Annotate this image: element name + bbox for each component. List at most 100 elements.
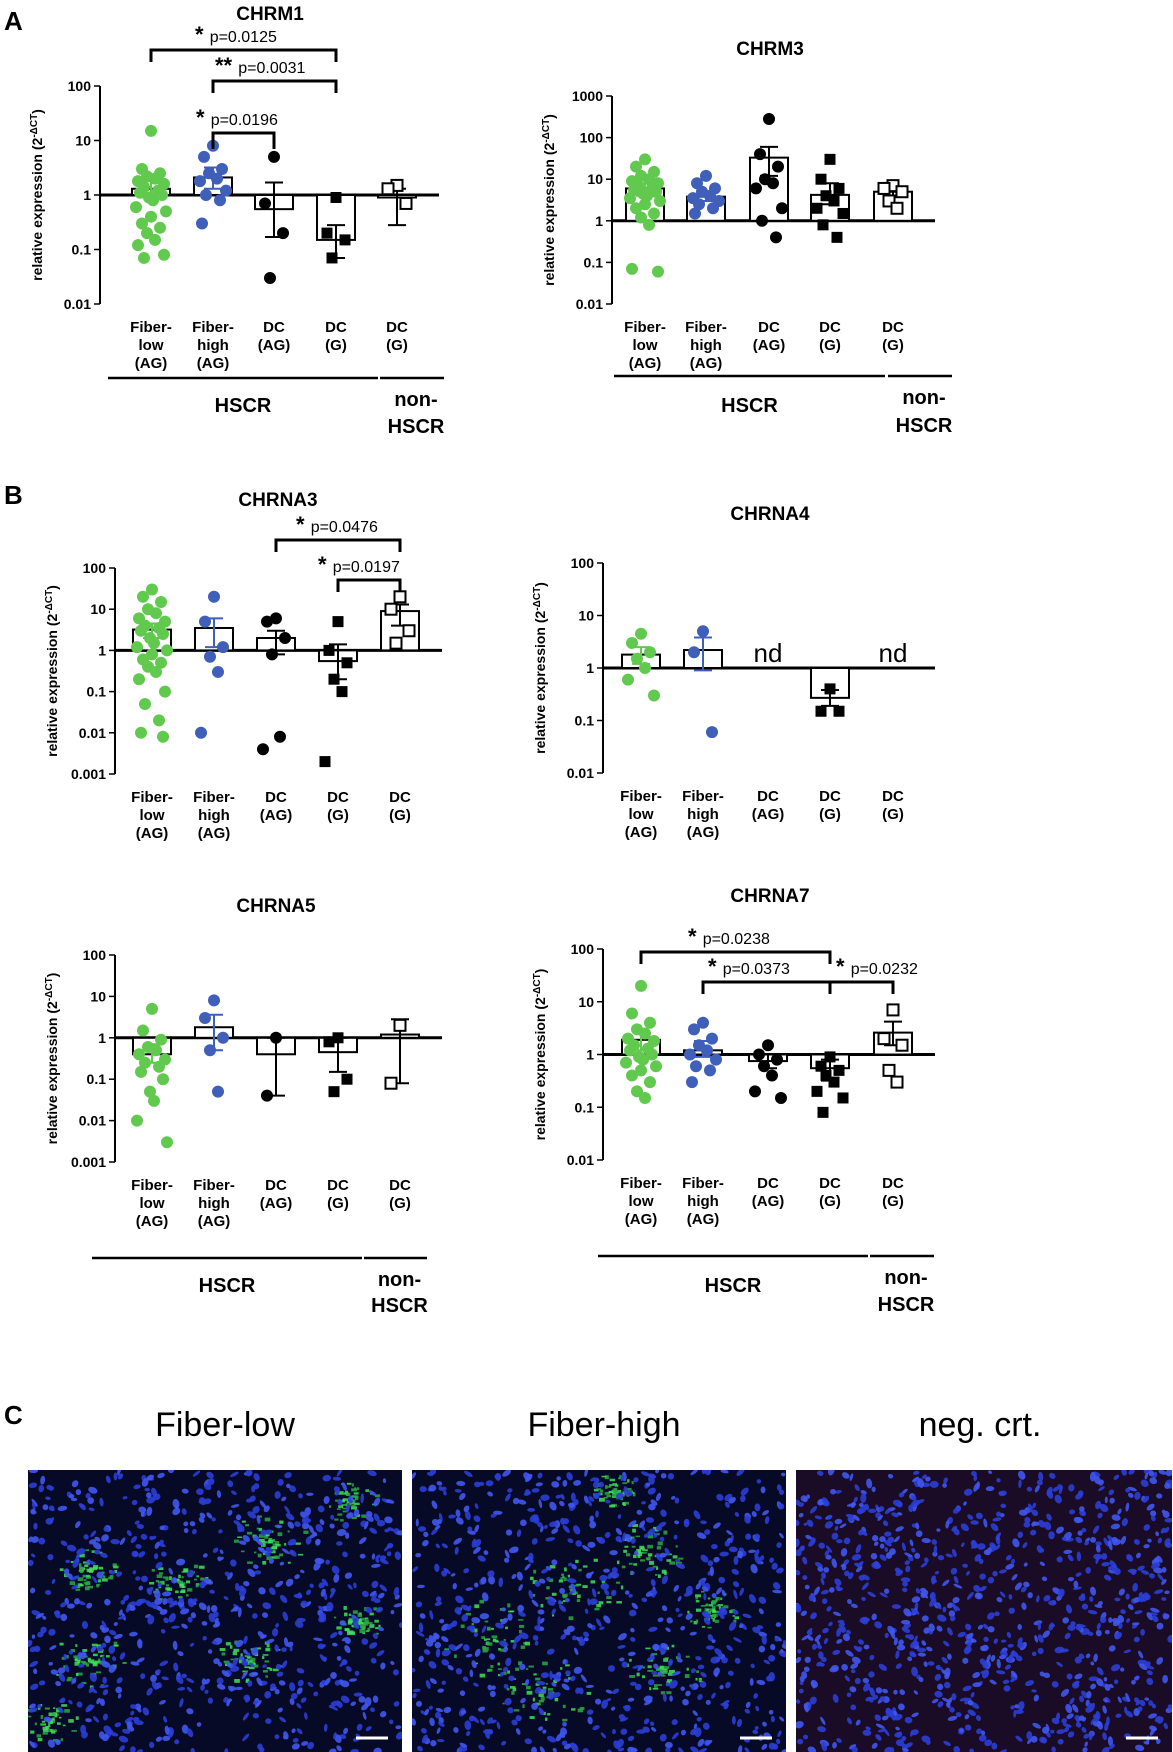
fluorescence-speck bbox=[565, 1664, 570, 1667]
nucleus bbox=[104, 1635, 111, 1643]
nucleus bbox=[990, 1654, 996, 1662]
y-tick-label: 0.1 bbox=[72, 242, 92, 258]
category-label: (AG) bbox=[625, 824, 658, 841]
nucleus bbox=[412, 1667, 416, 1673]
nucleus bbox=[796, 1738, 804, 1745]
nucleus bbox=[718, 1576, 726, 1584]
nucleus bbox=[911, 1666, 918, 1677]
nucleus bbox=[779, 1716, 785, 1722]
nucleus bbox=[461, 1604, 471, 1611]
nucleus bbox=[28, 1470, 38, 1474]
fluorescence-speck bbox=[645, 1647, 651, 1650]
nucleus bbox=[392, 1669, 399, 1676]
fluorescence-speck bbox=[105, 1655, 110, 1658]
nucleus bbox=[537, 1609, 545, 1615]
nucleus bbox=[358, 1537, 367, 1545]
fluorescence-speck bbox=[666, 1679, 673, 1682]
nucleus bbox=[927, 1661, 935, 1666]
nucleus bbox=[895, 1650, 900, 1659]
nucleus bbox=[415, 1601, 423, 1608]
fluorescence-speck bbox=[244, 1666, 250, 1669]
data-point bbox=[200, 189, 212, 201]
nucleus bbox=[251, 1485, 256, 1493]
nucleus bbox=[587, 1716, 593, 1725]
nucleus bbox=[1081, 1603, 1089, 1610]
nucleus bbox=[190, 1612, 197, 1619]
nucleus bbox=[1095, 1500, 1102, 1510]
category-label: Fiber- bbox=[682, 788, 724, 805]
fluorescence-speck bbox=[657, 1541, 663, 1546]
fluorescence-speck bbox=[629, 1658, 632, 1662]
fluorescence-speck bbox=[490, 1664, 494, 1668]
nucleus bbox=[600, 1732, 606, 1739]
nucleus bbox=[630, 1570, 635, 1575]
nucleus bbox=[1084, 1741, 1088, 1747]
nucleus bbox=[478, 1744, 485, 1751]
nucleus bbox=[29, 1740, 36, 1748]
nucleus bbox=[929, 1598, 937, 1607]
nucleus bbox=[128, 1631, 138, 1637]
fluorescence-speck bbox=[275, 1544, 281, 1547]
nucleus bbox=[643, 1533, 649, 1538]
nucleus bbox=[276, 1671, 284, 1677]
nucleus bbox=[200, 1684, 205, 1691]
fluorescence-speck bbox=[374, 1494, 381, 1498]
nucleus bbox=[760, 1486, 766, 1494]
micrograph-neg-crt bbox=[796, 1470, 1172, 1752]
nucleus bbox=[850, 1704, 857, 1711]
data-point bbox=[895, 1038, 909, 1052]
fluorescence-speck bbox=[245, 1680, 250, 1683]
nucleus bbox=[754, 1549, 760, 1558]
nucleus bbox=[534, 1686, 542, 1694]
nucleus bbox=[683, 1518, 690, 1528]
nucleus bbox=[853, 1496, 858, 1503]
data-point bbox=[155, 595, 167, 608]
fluorescence-speck bbox=[519, 1624, 525, 1628]
fluorescence-speck bbox=[497, 1668, 502, 1670]
nucleus bbox=[1011, 1558, 1015, 1565]
nucleus bbox=[659, 1733, 667, 1742]
nucleus bbox=[88, 1539, 97, 1545]
fluorescence-speck bbox=[34, 1722, 37, 1726]
fluorescence-speck bbox=[652, 1674, 659, 1677]
nucleus bbox=[761, 1743, 768, 1750]
nucleus bbox=[943, 1740, 952, 1747]
nucleus bbox=[983, 1623, 989, 1630]
nucleus bbox=[923, 1557, 929, 1563]
nucleus bbox=[719, 1684, 724, 1690]
fluorescence-speck bbox=[36, 1734, 42, 1738]
nucleus bbox=[28, 1640, 33, 1647]
fluorescence-speck bbox=[181, 1576, 184, 1579]
fluorescence-speck bbox=[247, 1660, 250, 1662]
data-point bbox=[643, 218, 655, 231]
nucleus bbox=[850, 1663, 859, 1669]
nucleus bbox=[238, 1540, 247, 1545]
nucleus bbox=[1135, 1744, 1145, 1752]
nucleus bbox=[772, 1589, 782, 1594]
nucleus bbox=[661, 1605, 668, 1612]
nucleus bbox=[617, 1747, 625, 1752]
nucleus bbox=[503, 1683, 509, 1689]
fluorescence-speck bbox=[265, 1647, 271, 1652]
nucleus bbox=[418, 1622, 424, 1633]
y-tick-label: 0.1 bbox=[575, 1099, 595, 1115]
nucleus bbox=[843, 1570, 850, 1577]
nucleus bbox=[469, 1627, 475, 1633]
category-label: low bbox=[140, 807, 165, 824]
fluorescence-speck bbox=[108, 1576, 114, 1580]
fluorescence-speck bbox=[114, 1569, 118, 1574]
nucleus bbox=[192, 1470, 201, 1477]
nucleus bbox=[594, 1492, 601, 1498]
data-point bbox=[704, 1064, 716, 1077]
nucleus bbox=[415, 1552, 422, 1558]
significance-label: * p=0.0232 bbox=[836, 954, 918, 979]
fluorescence-speck bbox=[362, 1622, 369, 1626]
nucleus bbox=[516, 1529, 522, 1538]
nucleus bbox=[435, 1543, 440, 1549]
data-point bbox=[161, 644, 173, 657]
nucleus bbox=[1023, 1581, 1030, 1588]
nucleus bbox=[505, 1493, 511, 1502]
nucleus bbox=[845, 1649, 854, 1657]
fluorescence-speck bbox=[74, 1661, 80, 1666]
